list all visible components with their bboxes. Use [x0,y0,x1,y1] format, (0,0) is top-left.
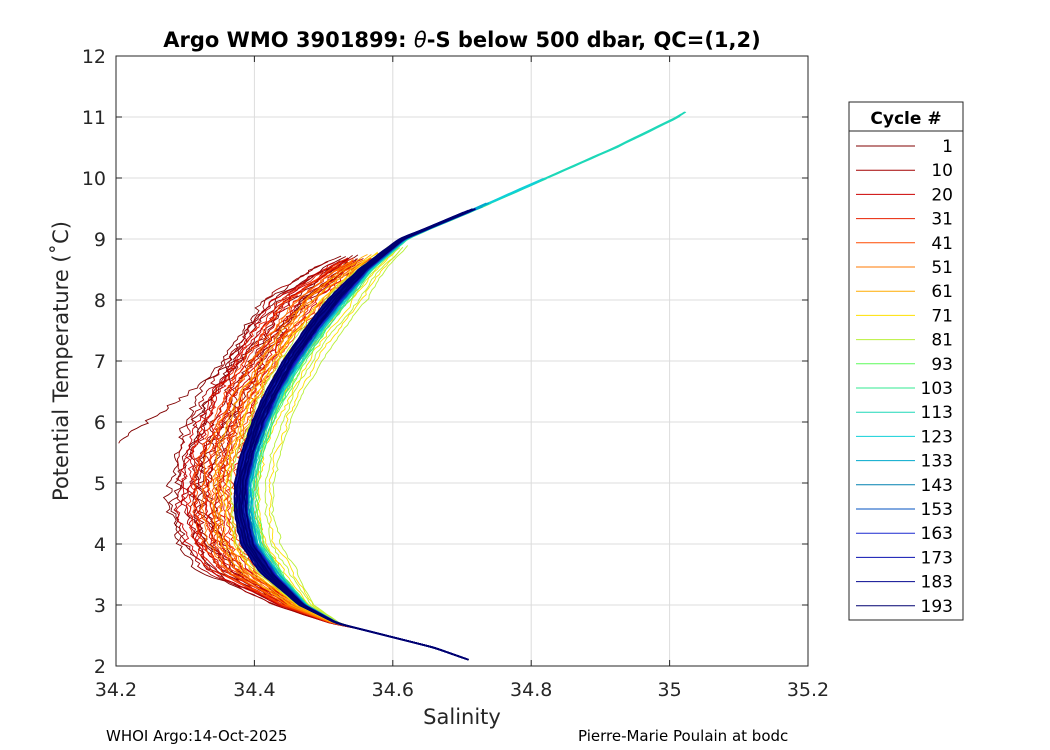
profile-line-cycle-71 [222,251,462,658]
data-curves [118,111,687,661]
y-tick-label: 7 [94,351,106,373]
profile-line-cycle-193 [233,211,469,661]
profile-line-cycle-31 [222,258,463,659]
legend-label: 41 [931,234,953,254]
legend-label: 173 [921,548,953,568]
profile-line-cycle-81 [264,246,463,658]
legend-label: 153 [921,500,953,520]
profile-line-cycle-41 [199,260,460,657]
y-tick-label: 11 [82,107,106,129]
x-tick-label: 34.4 [233,679,275,701]
profile-line-cycle-51 [216,259,465,659]
y-tick-label: 8 [94,290,106,312]
legend-label: 113 [921,403,953,423]
legend-label: 143 [921,476,953,496]
legend-label: 133 [921,452,953,472]
profile-line-cycle-71 [268,250,461,658]
x-axis-label: Salinity [423,705,501,729]
legend-label: 51 [931,258,953,278]
y-tick-label: 10 [82,168,106,190]
footer-left: WHOI Argo:14-Oct-2025 [106,727,287,745]
legend-label: 163 [921,524,953,544]
y-axis-label: Potential Temperature (˚C) [49,221,73,501]
x-tick-label: 34.8 [510,679,552,701]
legend-label: 93 [931,355,953,375]
profile-line-cycle-31 [186,258,467,660]
profile-line-cycle-31 [204,261,467,660]
footer-right: Pierre-Marie Poulain at bodc [578,727,788,745]
x-tick-label: 34.6 [372,679,414,701]
grid-lines [116,56,808,666]
profile-line-cycle-41 [191,262,467,660]
profile-line-cycle-193 [240,208,474,661]
legend-label: 103 [921,379,953,399]
profile-line-cycle-31 [193,257,460,657]
profile-line-cycle-61 [212,254,468,660]
axis-ticks: 34.2 34.4 34.6 34.8 35 35.2 2 3 4 5 6 7 8 9 10 11 12 [82,46,829,701]
profile-line-cycle-81 [270,245,465,659]
legend-title: Cycle # [870,109,941,129]
x-tick-label: 35.2 [787,679,829,701]
legend-label: 20 [931,185,953,205]
legend-label: 31 [931,210,953,230]
profile-line-cycle-193 [235,208,473,660]
profile-outlier-cycle-1 [118,342,265,444]
y-tick-label: 5 [94,473,106,495]
legend-label: 123 [921,427,953,447]
legend-label: 183 [921,573,953,593]
chart-title: Argo WMO 3901899: θ-S below 500 dbar, QC… [163,28,760,52]
x-tick-label: 35 [658,679,682,701]
legend-label: 193 [921,597,953,617]
profile-line-cycle-193 [243,208,476,658]
profile-line-cycle-61 [216,254,462,658]
legend-label: 81 [931,331,953,351]
x-tick-label: 34.2 [95,679,137,701]
y-tick-label: 2 [94,656,106,678]
profile-line-cycle-51 [200,258,468,660]
legend: Cycle # 1 10 20 31 41 51 61 71 81 93 103 113 123 133 1… [848,101,964,621]
legend-label: 61 [931,282,953,302]
y-tick-label: 3 [94,595,106,617]
y-tick-label: 9 [94,229,106,251]
legend-label: 10 [931,161,953,181]
y-tick-label: 4 [94,534,106,556]
y-tick-label: 6 [94,412,106,434]
profile-line-cycle-193 [238,211,467,660]
legend-label: 1 [942,137,953,157]
y-tick-label: 12 [82,46,106,68]
legend-label: 71 [931,306,953,326]
